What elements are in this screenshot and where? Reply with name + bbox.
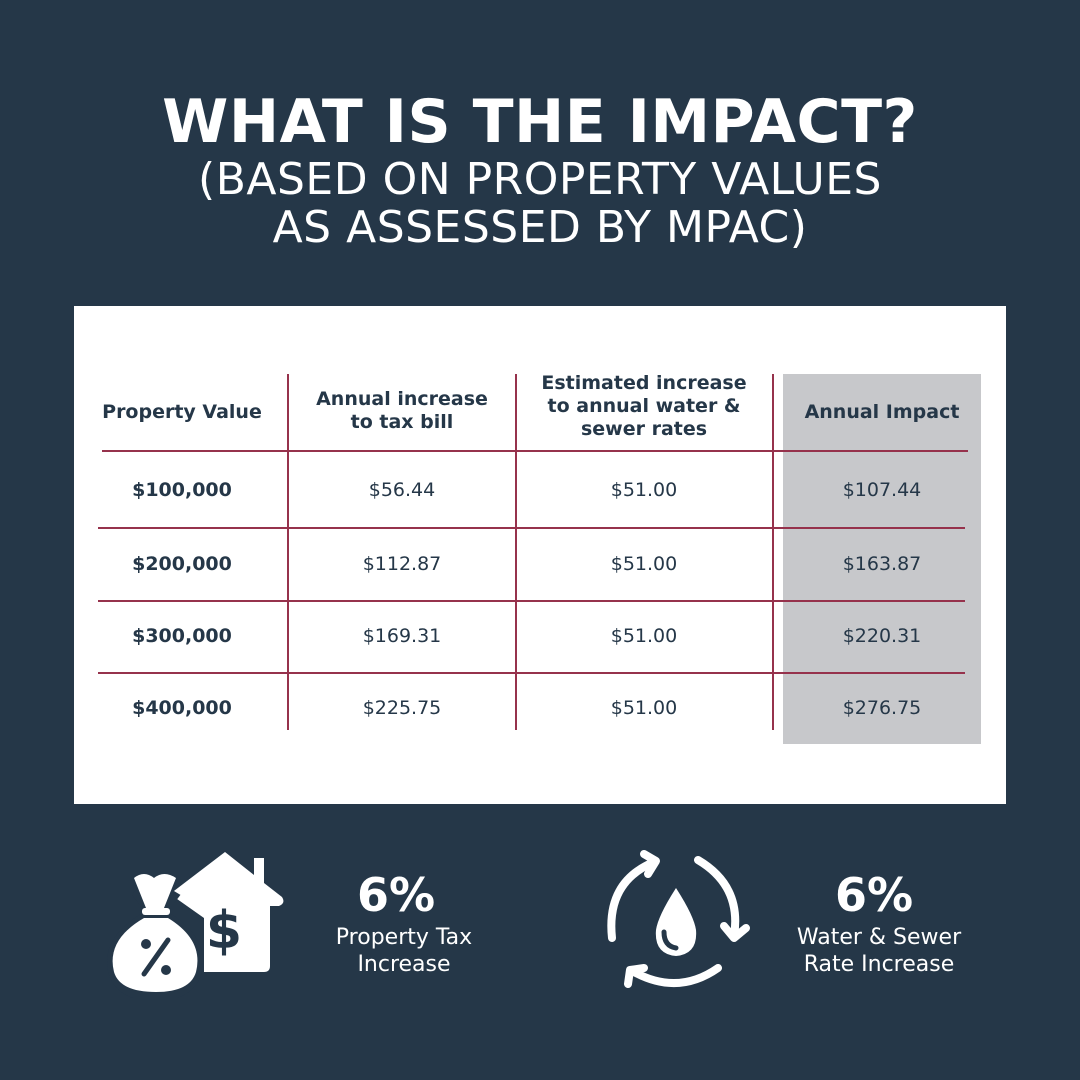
header-annual-tax-increase: Annual increase to tax bill [316, 388, 488, 433]
grid-hline [98, 672, 965, 674]
subtitle-line-2: AS ASSESSED BY MPAC) [272, 202, 808, 253]
cell-property-value: $400,000 [132, 697, 232, 719]
page-title: WHAT IS THE IMPACT? [162, 87, 918, 157]
cell-property-value: $100,000 [132, 479, 232, 501]
property-tax-percent: 6% [356, 868, 436, 922]
grid-vline [515, 374, 517, 730]
header-property-value: Property Value [102, 400, 262, 423]
page-subtitle: (BASED ON PROPERTY VALUES AS ASSESSED BY… [0, 156, 1080, 252]
cell-water-sewer: $51.00 [610, 625, 678, 647]
water-sewer-percent: 6% [834, 868, 914, 922]
cell-tax-increase: $56.44 [368, 479, 436, 501]
water-cycle-icon [607, 850, 750, 988]
cell-property-value: $200,000 [132, 553, 232, 575]
water-sewer-label: Water & Sewer Rate Increase [772, 924, 986, 978]
grid-hline [102, 450, 968, 452]
grid-hline [98, 527, 965, 529]
grid-vline [772, 374, 774, 730]
money-bag-house-icon: $ [107, 852, 284, 998]
cell-annual-impact: $220.31 [842, 625, 922, 647]
header-annual-impact: Annual Impact [804, 400, 960, 423]
water-sewer-label-line-1: Water & Sewer [796, 925, 962, 950]
header-water-sewer-increase: Estimated increase to annual water & sew… [541, 371, 747, 440]
property-tax-label-line-2: Increase [357, 952, 451, 977]
cell-property-value: $300,000 [132, 625, 232, 647]
grid-hline [98, 600, 965, 602]
impact-table-card: Property Value Annual increase to tax bi… [74, 306, 1006, 804]
grid-vline [287, 374, 289, 730]
cell-water-sewer: $51.00 [610, 697, 678, 719]
property-tax-label: Property Tax Increase [300, 924, 508, 978]
cell-water-sewer: $51.00 [610, 479, 678, 501]
property-tax-label-line-1: Property Tax [335, 925, 473, 950]
cell-annual-impact: $107.44 [842, 479, 922, 501]
cell-tax-increase: $169.31 [362, 625, 442, 647]
cell-annual-impact: $276.75 [842, 697, 922, 719]
annual-impact-column-highlight [783, 374, 981, 744]
subtitle-line-1: (BASED ON PROPERTY VALUES [198, 154, 882, 205]
svg-text:$: $ [206, 901, 242, 961]
cell-annual-impact: $163.87 [842, 553, 922, 575]
water-sewer-label-line-2: Rate Increase [803, 952, 955, 977]
cell-tax-increase: $225.75 [362, 697, 442, 719]
cell-tax-increase: $112.87 [362, 553, 442, 575]
cell-water-sewer: $51.00 [610, 553, 678, 575]
